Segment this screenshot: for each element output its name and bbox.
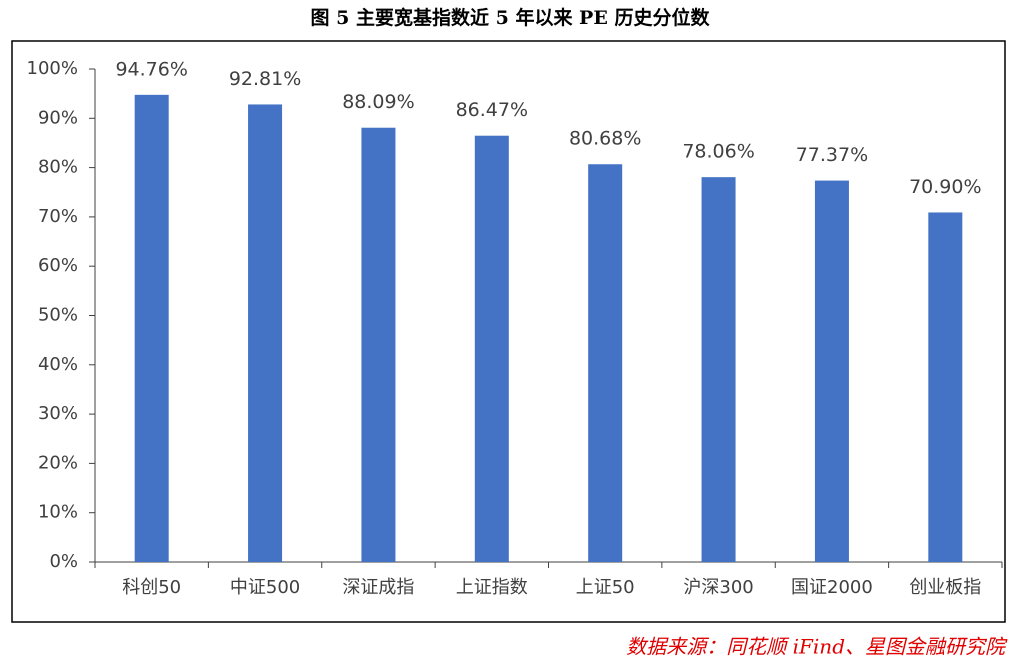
y-tick-label: 60%	[38, 255, 78, 276]
value-label: 77.37%	[796, 144, 868, 166]
x-tick-label: 上证指数	[456, 577, 528, 598]
x-tick-label: 深证成指	[342, 577, 414, 598]
y-tick-label: 0%	[49, 551, 78, 572]
y-tick-label: 10%	[38, 502, 78, 523]
y-tick-label: 100%	[27, 58, 78, 79]
value-label: 88.09%	[342, 91, 414, 113]
y-tick-label: 70%	[38, 206, 78, 227]
bar	[588, 164, 623, 562]
value-label: 78.06%	[682, 141, 754, 163]
bar	[134, 94, 169, 563]
y-tick-label: 30%	[38, 403, 78, 424]
chart-frame	[11, 40, 1006, 623]
y-tick-label: 80%	[38, 157, 78, 178]
bar	[248, 104, 283, 562]
value-label: 80.68%	[569, 128, 641, 150]
value-label: 92.81%	[229, 68, 301, 90]
y-tick-label: 20%	[38, 452, 78, 473]
source-note: 数据来源：同花顺 iFind、星图金融研究院	[626, 635, 1008, 659]
x-tick-label: 中证500	[230, 577, 300, 598]
bar	[928, 212, 963, 562]
value-label: 86.47%	[456, 99, 528, 121]
value-label: 70.90%	[909, 176, 981, 198]
x-tick-label: 科创50	[122, 577, 181, 598]
x-tick-label: 上证50	[576, 577, 635, 598]
chart-title: 图 5 主要宽基指数近 5 年以来 PE 历史分位数	[311, 6, 711, 29]
bar	[701, 177, 736, 563]
x-tick-label: 国证2000	[791, 577, 873, 598]
bar	[474, 135, 509, 563]
y-tick-label: 90%	[38, 107, 78, 128]
x-tick-label: 创业板指	[909, 577, 981, 598]
bar	[361, 127, 396, 562]
y-tick-label: 40%	[38, 354, 78, 375]
bar	[814, 180, 849, 562]
x-tick-label: 沪深300	[683, 577, 753, 598]
value-label: 94.76%	[115, 58, 187, 80]
y-tick-label: 50%	[38, 305, 78, 326]
